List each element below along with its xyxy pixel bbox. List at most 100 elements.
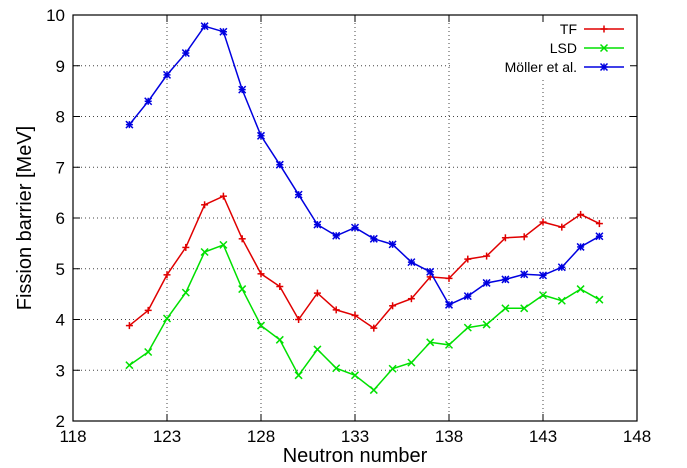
series-line-m-ller-et-al [128, 25, 600, 306]
data-point-m-ller-et-al [200, 22, 209, 31]
data-point-tf [144, 306, 152, 314]
series-m-ller-et-al [125, 22, 604, 309]
data-point-tf [577, 210, 585, 218]
data-point-m-ller-et-al [520, 270, 529, 279]
data-point-tf [520, 233, 528, 241]
data-point-m-ller-et-al [369, 234, 378, 243]
data-point-tf [201, 201, 209, 209]
data-point-lsd [595, 295, 604, 304]
data-point-m-ller-et-al [482, 278, 491, 287]
x-tick-label: 133 [341, 427, 369, 446]
data-point-tf [595, 220, 603, 228]
y-tick-label: 5 [56, 260, 65, 279]
y-tick-label: 4 [56, 311, 65, 330]
data-point-m-ller-et-al [576, 242, 585, 251]
data-point-m-ller-et-al [350, 223, 360, 232]
data-point-tf [276, 283, 284, 291]
data-point-m-ller-et-al [332, 231, 341, 240]
data-point-m-ller-et-al [538, 271, 548, 280]
data-point-tf [483, 252, 491, 260]
y-tick-label: 7 [56, 158, 65, 177]
data-point-tf [313, 289, 321, 297]
axis-ticks: 118 123 128 133 138 143 148 2 3 4 5 6 7 8 9 10 [46, 6, 651, 446]
data-point-m-ller-et-al [219, 27, 228, 36]
data-point-lsd [181, 288, 190, 297]
data-point-lsd [162, 314, 172, 323]
data-point-lsd [332, 364, 341, 373]
data-point-lsd [313, 345, 322, 354]
y-tick-label: 9 [56, 57, 65, 76]
data-point-lsd [463, 323, 472, 332]
data-point-lsd [388, 364, 397, 373]
y-tick-label: 3 [56, 361, 65, 380]
data-point-m-ller-et-al [407, 258, 416, 267]
data-point-m-ller-et-al [426, 267, 435, 276]
data-point-lsd [275, 335, 284, 344]
data-point-m-ller-et-al [181, 49, 190, 58]
data-point-tf [407, 295, 415, 303]
data-point-tf [332, 306, 340, 314]
x-tick-label: 143 [529, 427, 557, 446]
data-point-m-ller-et-al [162, 70, 172, 79]
legend-label-m-ller-et-al: Möller et al. [505, 59, 577, 75]
data-point-lsd [482, 320, 491, 329]
data-point-tf [558, 223, 566, 231]
data-point-tf [370, 324, 378, 332]
data-point-lsd [200, 247, 209, 257]
y-tick-label: 8 [56, 108, 65, 127]
x-tick-label: 148 [623, 427, 651, 446]
data-point-tf [295, 316, 303, 323]
data-point-m-ller-et-al [275, 160, 284, 169]
data-point-m-ller-et-al [125, 120, 134, 129]
data-point-tf [182, 243, 190, 251]
x-tick-label: 123 [153, 427, 181, 446]
x-tick-label: 138 [435, 427, 463, 446]
data-point-m-ller-et-al [238, 85, 247, 94]
data-point-m-ller-et-al [388, 240, 397, 249]
y-tick-label: 2 [56, 412, 65, 431]
x-axis-title: Neutron number [283, 445, 428, 467]
data-point-lsd [407, 358, 416, 367]
data-point-lsd [501, 304, 510, 313]
legend-label-tf: TF [560, 21, 577, 37]
data-point-m-ller-et-al [595, 232, 604, 241]
data-point-m-ller-et-al [501, 275, 510, 284]
data-point-m-ller-et-al [144, 97, 153, 106]
data-point-lsd [444, 340, 454, 349]
data-point-tf [125, 322, 133, 330]
x-tick-label: 128 [247, 427, 275, 446]
data-point-tf [163, 271, 171, 279]
data-point-lsd [557, 296, 566, 305]
data-point-lsd [294, 371, 303, 380]
legend-marker-m-ller-et-al [599, 62, 609, 72]
data-point-lsd [144, 347, 153, 357]
legend: TF LSD Möller et al. [505, 21, 624, 75]
data-point-lsd [238, 285, 247, 294]
data-point-m-ller-et-al [463, 292, 472, 301]
data-point-lsd [369, 386, 378, 395]
x-tick-label: 118 [59, 427, 86, 446]
data-point-lsd [256, 321, 266, 330]
legend-marker-lsd [599, 43, 609, 53]
data-point-m-ller-et-al [313, 220, 322, 229]
data-point-tf [464, 255, 472, 263]
data-point-tf [219, 192, 227, 200]
data-series [125, 22, 604, 395]
data-point-lsd [538, 291, 548, 300]
data-point-lsd [426, 338, 435, 347]
data-point-m-ller-et-al [294, 190, 303, 199]
legend-marker-tf [600, 25, 608, 33]
data-point-tf [351, 311, 359, 319]
data-point-tf [238, 235, 246, 243]
data-point-lsd [520, 304, 529, 313]
data-point-tf [501, 234, 509, 242]
y-axis-title: Fission barrier [MeV] [14, 126, 36, 311]
grid-lines [73, 15, 637, 421]
data-point-tf [257, 270, 265, 278]
data-point-lsd [125, 361, 134, 370]
series-tf [125, 192, 603, 332]
data-point-tf [539, 218, 547, 226]
data-point-lsd [350, 371, 360, 380]
legend-label-lsd: LSD [550, 40, 577, 56]
